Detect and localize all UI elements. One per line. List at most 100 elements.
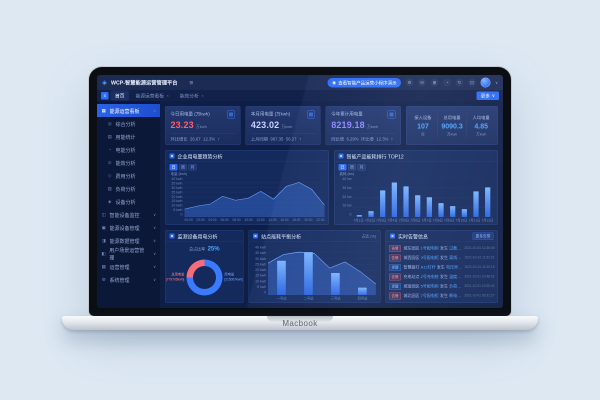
tabs-more-button[interactable]: 更多 ∨ bbox=[476, 91, 499, 100]
axis-tick: 22:00 bbox=[316, 218, 325, 222]
alarm-row[interactable]: 告警 城东园区 1号配电柜 发生 过载告警 请及时处理 2021-10-01 1… bbox=[389, 244, 495, 254]
axis-tick: 7月7日 bbox=[421, 219, 432, 223]
axis-tick: 15 kwh bbox=[255, 274, 267, 278]
sidebar-item-devices[interactable]: ◈ 设备分析 bbox=[97, 195, 160, 208]
bell-icon bbox=[390, 233, 396, 239]
axis-tick: 7月1日 bbox=[353, 219, 364, 223]
grid-icon[interactable]: ⊞ bbox=[430, 78, 439, 87]
sidebar-item-energy-board[interactable]: ▦ 能源运营看板 ∧ bbox=[97, 104, 160, 117]
alarm-time: 2021-10-01 11:20:15 bbox=[464, 265, 495, 270]
stats-icon: ▤ bbox=[107, 133, 112, 139]
donut-summary: 总占比率 25% bbox=[189, 245, 220, 252]
sidebar-group-label: 能源设备管理 bbox=[109, 225, 140, 232]
toggle-day[interactable]: 日 bbox=[338, 164, 347, 171]
toggle-month[interactable]: 月 bbox=[357, 164, 366, 171]
calendar-icon bbox=[387, 110, 396, 119]
sidebar-group-label: 系统管理 bbox=[109, 277, 130, 284]
toggle-week[interactable]: 周 bbox=[179, 164, 187, 171]
tab-label: 能源运营看板 bbox=[135, 93, 165, 100]
x-axis: 一号站 二号站 三号站 四号站 bbox=[268, 295, 376, 301]
sidebar-collapse-button[interactable]: ≡ bbox=[101, 91, 109, 100]
sidebar-group-user-scene[interactable]: ◧ 用户场景运营管理 ∨ bbox=[97, 247, 160, 261]
axis-tick: 7月11日 bbox=[468, 219, 481, 223]
dashboard: ◈ WCP-智慧能源运营管理平台 ≡ ◉ 查看智能产品运营小程序演示 ⚙ ✉ ⊞… bbox=[97, 75, 503, 308]
x-axis: 00:00 02:00 04:00 06:00 08:00 10:00 12:00 14:00… bbox=[185, 217, 325, 223]
axis-tick: 02:00 bbox=[196, 218, 205, 222]
trend-up-icon: ↑ bbox=[217, 136, 220, 142]
axis-tick: 12:00 bbox=[256, 218, 265, 222]
sidebar-group-device-mgmt[interactable]: ▣ 能源设备管理 ∨ bbox=[97, 221, 160, 234]
sidebar-item-overview[interactable]: ◎ 综合分析 bbox=[97, 117, 160, 130]
tab-label: 能效分析 bbox=[179, 93, 199, 100]
axis-tick: 7月6日 bbox=[410, 219, 421, 223]
close-icon[interactable]: × bbox=[166, 93, 169, 98]
range-toggle-group: 日 周 月 bbox=[166, 162, 329, 171]
bar-chart bbox=[353, 177, 494, 217]
kpi-value: 423.02 bbox=[250, 120, 280, 130]
axis-tick: 7月9日 bbox=[444, 219, 455, 223]
more-alarms-button[interactable]: 更多告警 bbox=[472, 232, 494, 240]
sidebar-group-data-mgmt[interactable]: ◨ 能源数据管理 ∨ bbox=[97, 234, 160, 247]
kpi-value: 8219.18 bbox=[331, 120, 365, 130]
tab-efficiency[interactable]: 能效分析 × bbox=[175, 91, 208, 101]
logo-icon: ◈ bbox=[102, 78, 107, 87]
alarm-row[interactable]: 提醒 城南园区 5号配电柜 发生 负荷预警 请及时处理 2021-10-01 1… bbox=[389, 282, 495, 292]
sidebar-group-system[interactable]: ⚙ 系统管理 ∨ bbox=[97, 273, 160, 286]
mail-icon[interactable]: ✉ bbox=[418, 78, 427, 87]
sidebar-group-label: 用户场景运营管理 bbox=[109, 248, 145, 261]
sidebar-group-label: 智能设备监控 bbox=[109, 212, 140, 219]
toggle-day[interactable]: 日 bbox=[169, 164, 178, 171]
donut-label-total: 总用电量 [779705kwh] bbox=[165, 272, 185, 282]
axis-tick: 0 bbox=[180, 213, 183, 217]
kpi-subline: 同比增 6.29% 环比增 12.3% ↑ bbox=[331, 133, 396, 143]
axis-tick: 25 kwh bbox=[171, 190, 183, 195]
alarm-time: 2021-10-01 12:36:08 bbox=[464, 246, 495, 251]
sidebar-item-usage-stats[interactable]: ▤ 用能统计 bbox=[97, 130, 160, 143]
main-content: 今日用电量 (万kwh) 23.23 万kwh 环比增长 26.67 bbox=[160, 101, 503, 308]
chevron-up-icon: ∧ bbox=[153, 108, 156, 113]
panel-title: 监测设备用电分析 bbox=[177, 234, 218, 240]
sidebar-item-label: 电能分析 bbox=[115, 147, 136, 154]
laptop-bezel: ◈ WCP-智慧能源运营管理平台 ≡ ◉ 查看智能产品运营小程序演示 ⚙ ✉ ⊞… bbox=[88, 66, 512, 317]
top-navbar: ◈ WCP-智慧能源运营管理平台 ≡ ◉ 查看智能产品运营小程序演示 ⚙ ✉ ⊞… bbox=[97, 75, 503, 90]
alarm-row[interactable]: 告警 城北园区 7号配电柜 发生 断电告警 请及时处理 2021-10-01 0… bbox=[389, 291, 495, 301]
sidebar: ▦ 能源运营看板 ∧ ◎ 综合分析 ▤ 用能统计 bbox=[97, 101, 160, 308]
toggle-month[interactable]: 月 bbox=[188, 164, 197, 171]
stat-total-power: 总用电量 9090.3 万kwh bbox=[437, 114, 466, 137]
alarm-row[interactable]: 提醒 智慧路灯 A12灯杆 发生 电压异常 请及时处理 2021-10-01 1… bbox=[389, 263, 495, 273]
hamburger-icon[interactable]: ≡ bbox=[189, 78, 194, 87]
axis-tick: 5 kwh bbox=[173, 208, 183, 213]
user-avatar[interactable] bbox=[480, 77, 491, 88]
sidebar-item-power-analysis[interactable]: ◔ 电能分析 bbox=[97, 143, 160, 156]
alarm-text: 城北园区 7号配电柜 发生 断电告警 请及时处理 bbox=[403, 293, 462, 299]
axis-tick: 7月12日 bbox=[481, 219, 494, 223]
fullscreen-icon[interactable]: ⊡ bbox=[468, 78, 477, 87]
toggle-week[interactable]: 周 bbox=[348, 164, 356, 171]
close-icon[interactable]: × bbox=[201, 93, 204, 98]
alarm-row[interactable]: 告警 充电站点 2号充电桩 发生 温度过高 请及时处理 2021-10-01 1… bbox=[389, 272, 495, 282]
chart-icon bbox=[338, 153, 344, 159]
clock-icon[interactable]: ◔ bbox=[443, 78, 452, 87]
sidebar-item-efficiency[interactable]: ⊙ 能效分析 bbox=[97, 156, 160, 169]
trend-up-icon: ↑ bbox=[390, 136, 393, 142]
sidebar-item-label: 用能统计 bbox=[115, 134, 136, 141]
sidebar-item-label: 能源运营看板 bbox=[109, 108, 140, 115]
axis-tick: 10 kwh bbox=[255, 279, 267, 284]
chevron-down-icon[interactable]: ∨ bbox=[495, 80, 498, 85]
tab-energy-board[interactable]: 能源运营看板 × bbox=[131, 91, 173, 101]
refresh-icon[interactable]: ↻ bbox=[455, 78, 464, 87]
gear-icon[interactable]: ⚙ bbox=[405, 78, 414, 87]
alarm-text: 充电站点 2号充电桩 发生 温度过高 请及时处理 bbox=[403, 274, 462, 280]
demo-cta-button[interactable]: ◉ 查看智能产品运营小程序演示 bbox=[327, 77, 402, 88]
sidebar-item-cost[interactable]: ◇ 费用分析 bbox=[97, 169, 160, 182]
sidebar-item-load[interactable]: ▥ 负荷分析 bbox=[97, 182, 160, 195]
chart-icon bbox=[253, 233, 259, 239]
alarm-row[interactable]: 告警 城西园区 3号配电柜 发生 离线告警 请及时处理 2021-10-01 1… bbox=[389, 253, 495, 263]
tab-home[interactable]: 首页 bbox=[110, 90, 130, 101]
sidebar-group-device-monitor[interactable]: ◫ 智能设备监控 ∨ bbox=[97, 208, 160, 221]
sidebar-group-operations[interactable]: ▦ 运营管理 ∨ bbox=[97, 260, 160, 273]
axis-tick: 40 kwh bbox=[171, 177, 183, 182]
panel-title: 企业用电量趋势分析 bbox=[177, 154, 223, 160]
alarm-text: 城东园区 1号配电柜 发生 过载告警 请及时处理 bbox=[403, 246, 462, 251]
